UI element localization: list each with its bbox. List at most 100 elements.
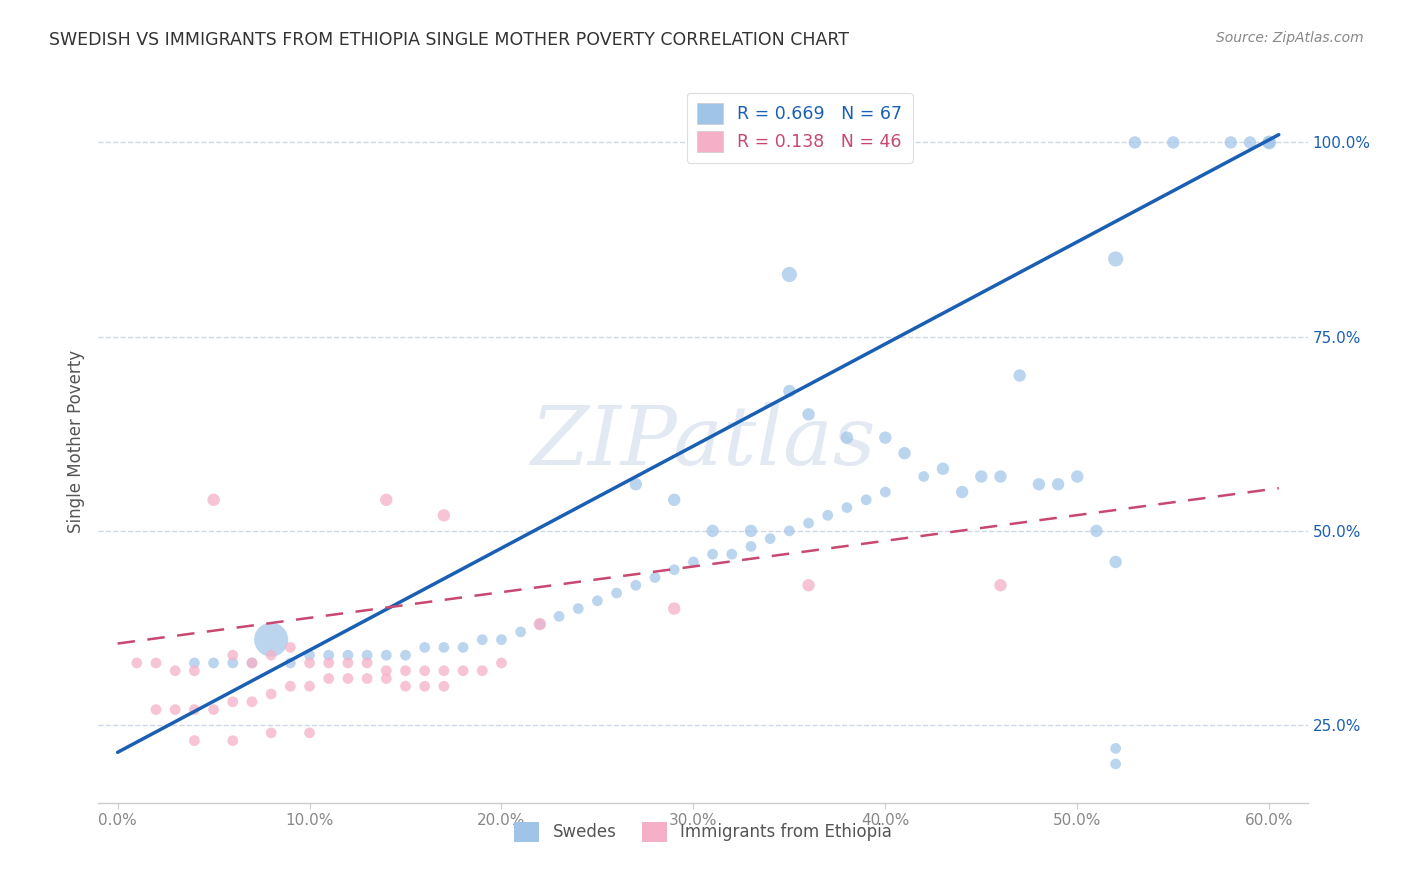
Point (298, 648, 321, 663)
Point (413, 679, 436, 693)
Point (375, 648, 398, 663)
Point (240, 695, 263, 709)
Point (471, 664, 494, 678)
Point (912, 469, 935, 483)
Point (413, 664, 436, 678)
Point (664, 601, 686, 615)
Point (759, 532, 782, 546)
Point (1104, 741, 1126, 756)
Point (202, 656, 225, 670)
Point (567, 601, 589, 615)
Point (222, 648, 245, 663)
Point (183, 733, 205, 747)
Point (165, 664, 187, 678)
Point (145, 656, 167, 670)
Point (318, 648, 340, 663)
Point (606, 586, 628, 600)
Point (183, 656, 205, 670)
Point (433, 679, 456, 693)
Point (529, 617, 551, 632)
Point (298, 726, 321, 740)
Point (702, 547, 724, 561)
Point (260, 648, 283, 663)
Point (875, 431, 897, 445)
Point (451, 664, 474, 678)
Point (778, 524, 800, 538)
Point (298, 679, 321, 693)
Point (394, 664, 416, 678)
Point (165, 702, 187, 716)
Point (433, 664, 456, 678)
Point (817, 508, 839, 523)
Point (893, 446, 915, 460)
Point (778, 384, 800, 398)
Point (433, 640, 456, 655)
Point (855, 492, 877, 507)
Point (202, 492, 225, 507)
Point (125, 656, 148, 670)
Point (624, 578, 647, 592)
Point (491, 632, 513, 647)
Point (413, 640, 436, 655)
Point (720, 547, 742, 561)
Point (356, 656, 378, 670)
Point (797, 516, 820, 530)
Point (509, 624, 531, 639)
Point (336, 648, 359, 663)
Point (222, 733, 245, 747)
Point (318, 672, 340, 686)
Point (1104, 555, 1126, 569)
Point (932, 461, 955, 475)
Point (240, 656, 263, 670)
Point (1047, 477, 1070, 491)
Point (702, 524, 724, 538)
Point (1104, 756, 1126, 771)
Point (336, 672, 359, 686)
Point (1258, 136, 1281, 150)
Point (336, 656, 359, 670)
Text: ZIPatlas: ZIPatlas (530, 401, 876, 482)
Point (664, 563, 686, 577)
Point (1085, 524, 1108, 538)
Point (990, 469, 1012, 483)
Point (797, 578, 820, 592)
Point (740, 524, 762, 538)
Point (1028, 477, 1050, 491)
Point (433, 508, 456, 523)
Point (875, 485, 897, 500)
Point (280, 640, 302, 655)
Point (1239, 136, 1261, 150)
Point (240, 656, 263, 670)
Point (644, 570, 666, 584)
Point (1258, 136, 1281, 150)
Point (1008, 368, 1031, 383)
Point (1104, 252, 1126, 266)
Point (548, 609, 571, 624)
Point (375, 492, 398, 507)
Y-axis label: Single Mother Poverty: Single Mother Poverty (66, 350, 84, 533)
Text: SWEDISH VS IMMIGRANTS FROM ETHIOPIA SINGLE MOTHER POVERTY CORRELATION CHART: SWEDISH VS IMMIGRANTS FROM ETHIOPIA SING… (49, 31, 849, 49)
Point (280, 656, 302, 670)
Point (529, 617, 551, 632)
Legend: Swedes, Immigrants from Ethiopia: Swedes, Immigrants from Ethiopia (508, 815, 898, 848)
Point (682, 555, 704, 569)
Point (222, 695, 245, 709)
Point (586, 594, 609, 608)
Point (222, 656, 245, 670)
Point (356, 672, 378, 686)
Point (1123, 136, 1146, 150)
Point (1066, 469, 1088, 483)
Point (778, 268, 800, 282)
Point (970, 469, 993, 483)
Point (183, 664, 205, 678)
Point (990, 578, 1012, 592)
Point (375, 672, 398, 686)
Point (740, 540, 762, 554)
Point (145, 702, 167, 716)
Point (451, 640, 474, 655)
Point (394, 648, 416, 663)
Point (1161, 136, 1184, 150)
Text: Source: ZipAtlas.com: Source: ZipAtlas.com (1216, 31, 1364, 45)
Point (202, 702, 225, 716)
Point (260, 687, 283, 701)
